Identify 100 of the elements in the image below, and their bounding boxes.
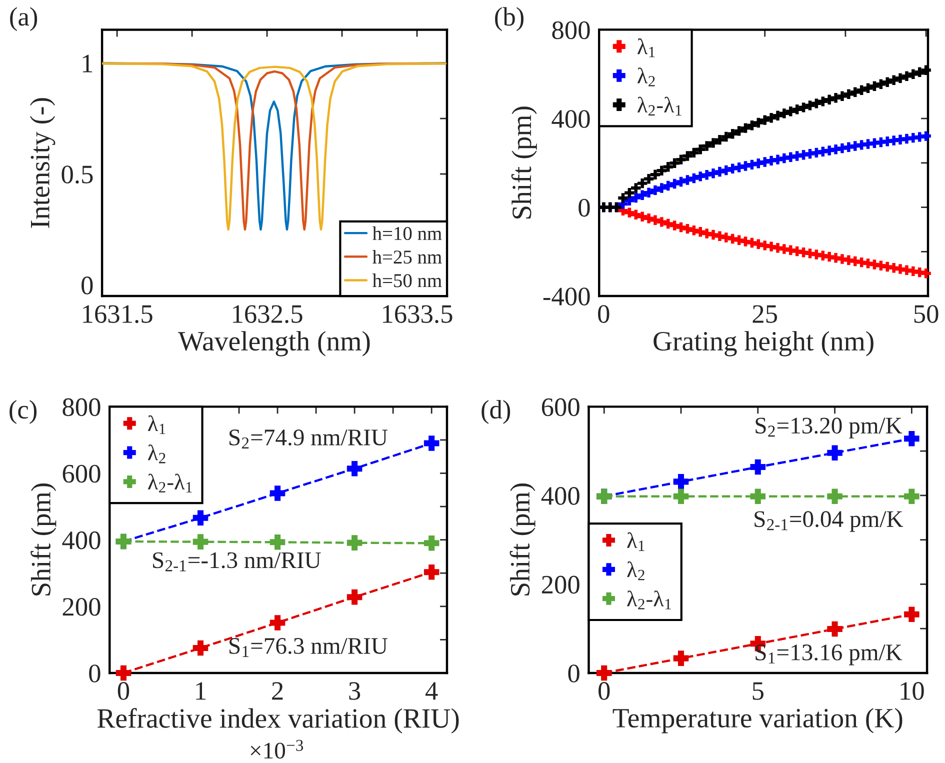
y-tick-label: 400 xyxy=(552,110,590,128)
point xyxy=(682,151,692,161)
point xyxy=(921,65,931,76)
point xyxy=(650,185,660,196)
x-tick-label: 4 xyxy=(426,682,438,700)
point xyxy=(631,183,641,193)
point xyxy=(270,615,286,630)
point xyxy=(708,138,718,148)
point xyxy=(837,91,848,101)
point xyxy=(721,132,732,142)
chart-title: (a) xyxy=(10,7,38,32)
point xyxy=(805,100,815,110)
y-tick-label: 400 xyxy=(541,487,580,505)
legend-label: λ$_{2}$-λ$_{1}$ xyxy=(637,96,682,116)
point xyxy=(921,268,931,278)
point xyxy=(424,564,440,580)
annotation: S$_{1}$=13.16 pm/K xyxy=(756,644,902,666)
point xyxy=(779,108,790,118)
x-tick-label: 50 xyxy=(914,305,938,323)
x-axis-title: Refractive index variation (RIU) xyxy=(97,708,459,734)
point xyxy=(844,89,854,99)
point xyxy=(734,126,744,136)
point xyxy=(270,534,286,550)
x-tick-label: 0 xyxy=(118,682,130,700)
point xyxy=(650,170,660,180)
point xyxy=(346,460,362,476)
point xyxy=(346,589,362,605)
y-tick-label: 400 xyxy=(62,531,100,550)
point xyxy=(895,73,906,83)
x-tick-label: 25 xyxy=(752,305,778,323)
legend-label: λ$_{1}$ xyxy=(627,532,644,551)
point xyxy=(714,166,725,177)
point xyxy=(904,606,920,622)
point xyxy=(596,665,612,681)
x-tick-label: 1633.5 xyxy=(383,305,452,324)
point xyxy=(656,183,667,193)
annotation: S$_{2-1}$=-1.3 nm/RIU xyxy=(153,552,321,572)
y-tick-label: 0 xyxy=(578,198,590,217)
x-tick-label: 0 xyxy=(598,682,610,700)
point xyxy=(676,176,686,187)
x-tick-label: 10 xyxy=(900,682,924,700)
chart-title: (b) xyxy=(495,7,524,32)
point xyxy=(740,123,750,133)
point xyxy=(424,536,440,551)
point xyxy=(192,534,208,550)
legend-label: λ$_{1}$ xyxy=(148,415,166,434)
annotation: S$_{2}$=13.20 pm/K xyxy=(756,418,902,438)
point xyxy=(830,93,841,103)
point xyxy=(696,144,706,154)
legend-label: λ$_{2}$-λ$_{1}$ xyxy=(148,474,192,492)
point xyxy=(760,115,770,125)
annotation: S$_{1}$=76.3 nm/RIU xyxy=(230,638,388,657)
point xyxy=(766,242,776,252)
point xyxy=(750,459,766,475)
y-axis-title: Shift (pm) xyxy=(510,484,536,596)
legend-label: h=50 nm xyxy=(372,274,442,288)
point xyxy=(650,215,660,226)
point xyxy=(644,188,654,198)
point xyxy=(798,102,808,112)
x-tick-label: 1631.5 xyxy=(83,305,152,324)
y-tick-label: 200 xyxy=(542,576,580,594)
legend-label: λ$_{1}$ xyxy=(637,38,655,58)
y-tick-label: -400 xyxy=(543,288,590,306)
point xyxy=(192,510,208,526)
point xyxy=(827,445,842,460)
point xyxy=(116,665,132,681)
point xyxy=(676,154,686,164)
point xyxy=(714,134,725,145)
text: ×10$^{−3}$ xyxy=(250,740,304,759)
y-tick-label: 800 xyxy=(552,21,590,40)
point xyxy=(754,118,764,128)
annotation: S$_{2}$=74.9 nm/RIU xyxy=(230,430,388,448)
legend-label: λ$_{2}$ xyxy=(148,444,166,464)
point xyxy=(637,178,648,188)
x-tick-label: 3 xyxy=(349,682,360,700)
point xyxy=(689,148,699,158)
point xyxy=(904,430,920,446)
legend-label: h=25 nm xyxy=(372,250,442,264)
chart-title: (c) xyxy=(10,400,37,424)
point xyxy=(673,488,689,504)
point xyxy=(670,178,680,189)
point xyxy=(631,192,641,203)
annotation: S$_{2-1}$=0.04 pm/K xyxy=(754,511,904,532)
x-axis-title: Grating height (nm) xyxy=(654,331,874,356)
y-axis-title: Shift (pm) xyxy=(511,106,537,219)
chart-title: (d) xyxy=(482,400,510,424)
legend-label: h=10 nm xyxy=(372,226,442,240)
point xyxy=(728,128,738,139)
point xyxy=(902,71,912,81)
point xyxy=(656,166,667,176)
point xyxy=(792,104,802,114)
point xyxy=(673,474,689,490)
y-tick-label: 0.5 xyxy=(62,166,93,184)
point xyxy=(921,131,931,141)
y-tick-label: 0 xyxy=(568,664,580,682)
x-tick-label: 5 xyxy=(752,682,764,700)
point xyxy=(270,486,286,501)
point xyxy=(656,217,667,227)
legend-label: λ$_{2}$ xyxy=(637,68,655,86)
x-tick-label: 1632.5 xyxy=(233,305,302,324)
